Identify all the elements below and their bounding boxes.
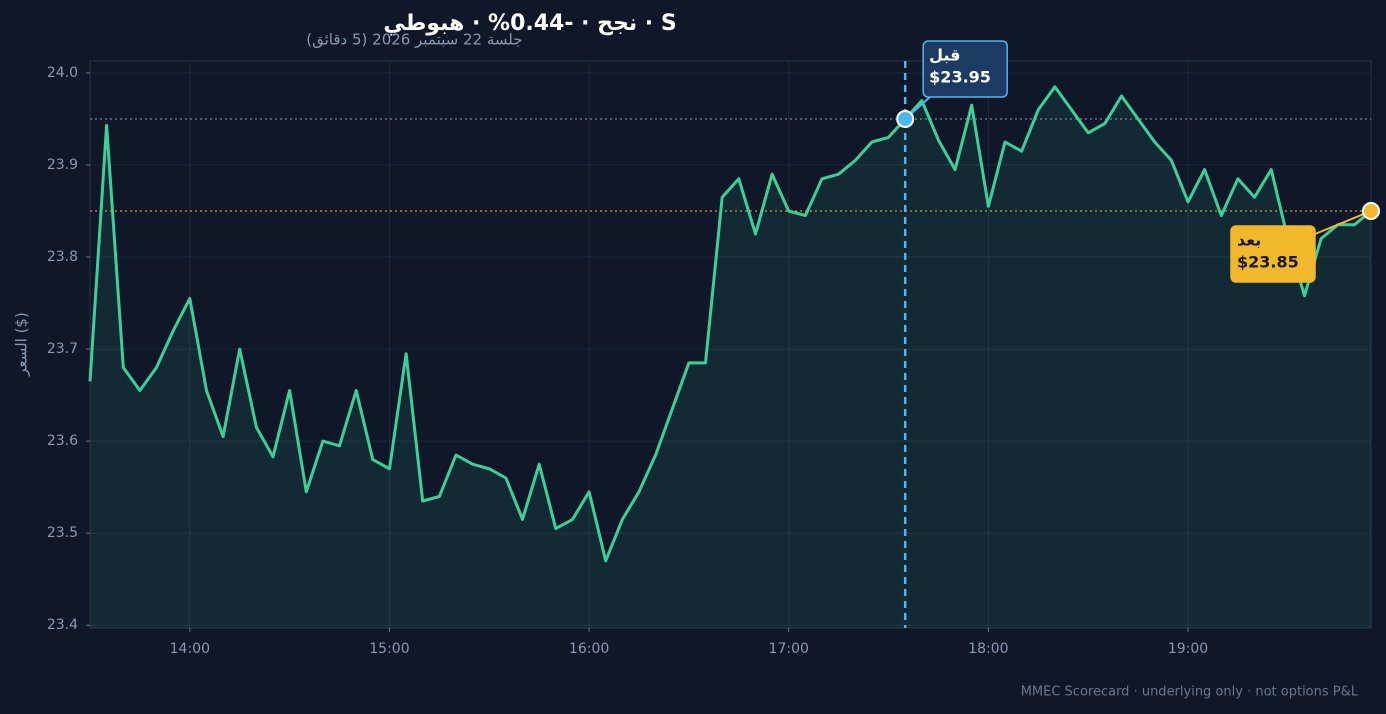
footer: MMEC Scorecard · underlying only · not o… xyxy=(1021,685,1359,700)
annotation-title: قبل xyxy=(929,46,960,65)
annotation-leader xyxy=(1314,210,1372,235)
area xyxy=(90,86,1371,629)
annotation-value: $23.85 xyxy=(1237,253,1299,272)
annotation-point xyxy=(1362,202,1380,221)
y-tick-label: 23.7 xyxy=(47,341,78,357)
x-tick-label: 15:00 xyxy=(369,641,409,657)
x-tick-label: 14:00 xyxy=(170,641,210,657)
chart-title: S · نجح · -0.44% · هبوطي xyxy=(383,11,676,36)
x-tick-label: 19:00 xyxy=(1168,641,1208,657)
annotation-box xyxy=(922,40,1008,98)
annotation-title: بعد xyxy=(1237,231,1261,250)
y-axis-label: السعر ($) xyxy=(13,312,31,377)
y-tick-label: 24.0 xyxy=(47,65,78,81)
x-tick-label: 18:00 xyxy=(968,641,1008,657)
annotation-box xyxy=(1230,225,1316,283)
annotation-value: $23.95 xyxy=(929,68,991,87)
y-tick-label: 23.6 xyxy=(47,433,78,449)
y-tick-label: 23.8 xyxy=(47,249,78,265)
y-tick-label: 23.9 xyxy=(47,157,78,173)
y-tick-label: 23.4 xyxy=(47,617,78,633)
chart-subtitle: جلسة 22 سبتمبر 2026 (5 دقائق) xyxy=(306,31,522,49)
annotation-point xyxy=(896,109,915,128)
x-tick-label: 17:00 xyxy=(769,641,809,657)
x-tick-label: 16:00 xyxy=(569,641,609,657)
y-tick-label: 23.5 xyxy=(47,525,78,541)
line xyxy=(88,85,1372,563)
